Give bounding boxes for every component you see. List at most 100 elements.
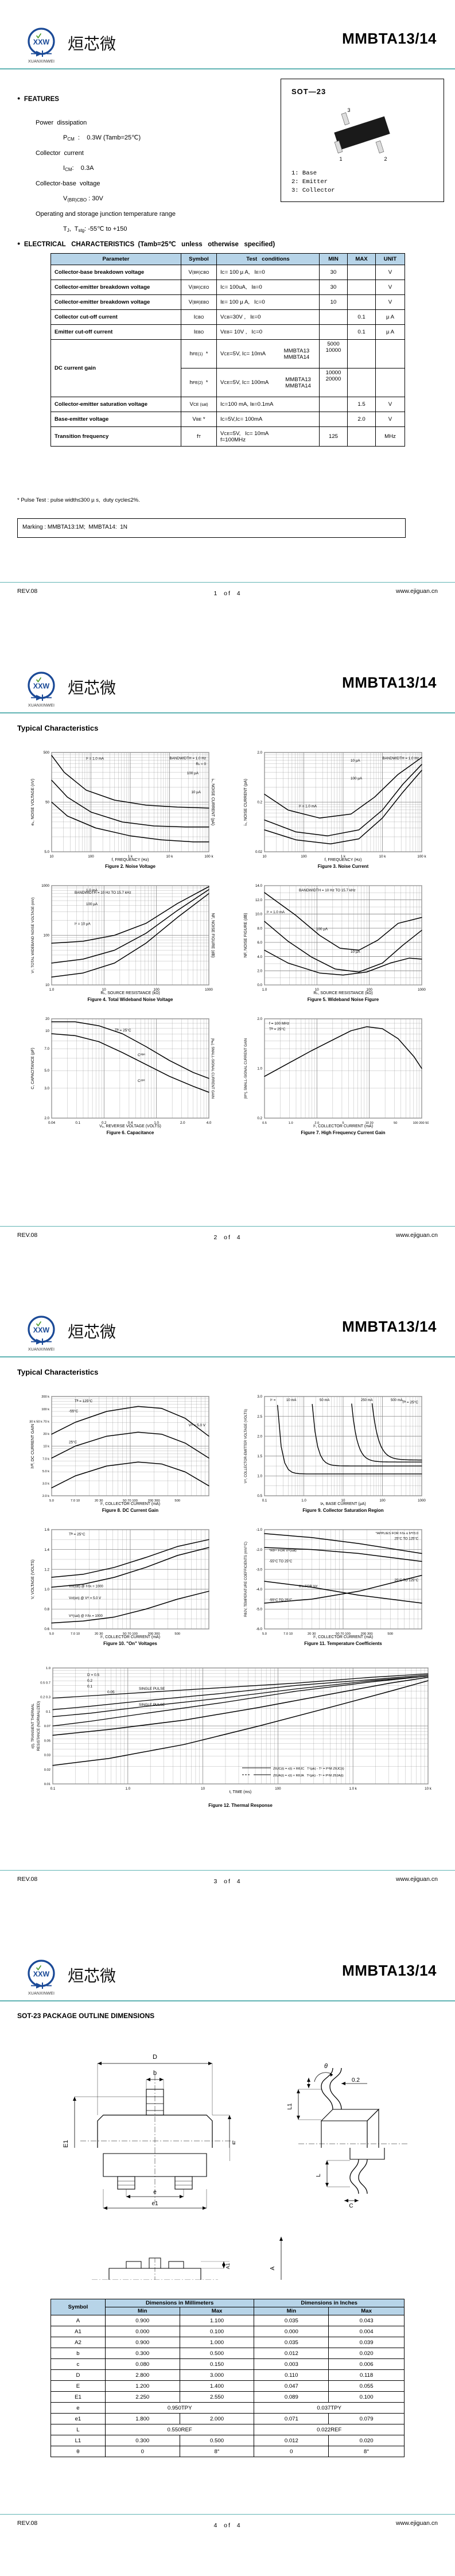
svg-text:10: 10 (45, 1029, 49, 1033)
svg-text:0.2: 0.2 (102, 1121, 107, 1125)
svg-text:0.1: 0.1 (262, 1499, 267, 1503)
svg-text:A: A (270, 2266, 276, 2270)
svg-text:500: 500 (44, 751, 50, 755)
svg-text:5: 5 (342, 1122, 344, 1125)
svg-text:5.0: 5.0 (262, 1632, 267, 1636)
svg-text:7.0 k: 7.0 k (42, 1457, 49, 1461)
svg-text:Tᴯ = 25°C: Tᴯ = 25°C (115, 1028, 131, 1033)
svg-text:t, TIME (ms): t, TIME (ms) (230, 1790, 251, 1794)
svg-text:L1: L1 (287, 2103, 293, 2110)
svg-text:0.6: 0.6 (44, 1627, 49, 1631)
svg-text:Tᴯ = 125°C: Tᴯ = 125°C (75, 1399, 93, 1403)
svg-text:10: 10 (201, 1787, 205, 1791)
svg-text:0.05: 0.05 (107, 1690, 115, 1694)
svg-text:RθJV, TEMPERATURE COEFFICIENTS: RθJV, TEMPERATURE COEFFICIENTS (mV/°C) (244, 1542, 248, 1617)
svg-text:f, FREQUENCY (Hz): f, FREQUENCY (Hz) (112, 858, 149, 862)
svg-text:20 30: 20 30 (308, 1632, 316, 1636)
svg-text:50 mA: 50 mA (320, 1399, 329, 1402)
svg-text:200 k: 200 k (41, 1395, 49, 1399)
svg-text:ZθJA(t) = r(t) × RθJA Tᶜ(pk): ZθJA(t) = r(t) × RθJA Tᶜ(pk) - Tᶜ = PᶜM … (273, 1774, 344, 1778)
svg-text:hᴴᴵ, DC CURRENT GAIN: hᴴᴵ, DC CURRENT GAIN (31, 1424, 35, 1468)
svg-text:200 300: 200 300 (148, 1499, 160, 1503)
svg-text:100: 100 (379, 1499, 386, 1503)
svg-text:6.0: 6.0 (257, 941, 262, 945)
svg-text:Iᶜ =: Iᶜ = (270, 1398, 276, 1402)
svg-text:0.2: 0.2 (257, 801, 262, 805)
svg-text:-55°C TO 25°C: -55°C TO 25°C (269, 1599, 293, 1603)
svg-text:XUANXINWEI: XUANXINWEI (28, 1348, 55, 1352)
svg-text:1000: 1000 (418, 1499, 426, 1503)
svg-text:XUANXINWEI: XUANXINWEI (28, 704, 55, 708)
svg-text:25°C: 25°C (69, 1440, 77, 1444)
svg-text:1.5: 1.5 (257, 1454, 262, 1458)
svg-text:0.04: 0.04 (48, 1121, 56, 1125)
svg-text:0.07: 0.07 (44, 1725, 50, 1728)
svg-text:7.0: 7.0 (44, 1047, 49, 1051)
svg-text:2.5: 2.5 (257, 1415, 262, 1419)
svg-text:1.0: 1.0 (154, 1121, 159, 1125)
svg-text:2: 2 (384, 156, 387, 162)
svg-text:XUANXINWEI: XUANXINWEI (28, 60, 55, 64)
svg-text:1.0: 1.0 (257, 1475, 262, 1479)
svg-text:10 µA: 10 µA (351, 950, 360, 954)
svg-text:C: C (349, 2203, 353, 2209)
svg-text:0.1: 0.1 (75, 1121, 80, 1125)
svg-text:Tᴯ = 25°C: Tᴯ = 25°C (402, 1400, 418, 1405)
svg-text:0.5: 0.5 (257, 1494, 262, 1498)
svg-text:1: 1 (339, 156, 342, 162)
svg-text:Iᶜ, COLLECTOR CURRENT (mA): Iᶜ, COLLECTOR CURRENT (mA) (313, 1635, 373, 1639)
svg-text:eₙ, NOISE VOLTAGE (nV): eₙ, NOISE VOLTAGE (nV) (31, 779, 35, 826)
svg-text:NF, NOISE FIGURE (dB): NF, NOISE FIGURE (dB) (244, 913, 248, 958)
svg-text:Tᴯ = 25°C: Tᴯ = 25°C (269, 1027, 286, 1031)
svg-text:|hₑₑ|, SMALL-SIGNAL CURRENT GA: |hₑₑ|, SMALL-SIGNAL CURRENT GAIN (211, 1038, 214, 1099)
svg-text:Iᴧ, BASE CURRENT (µA): Iᴧ, BASE CURRENT (µA) (320, 1502, 365, 1506)
svg-text:0.5 0.7: 0.5 0.7 (40, 1682, 50, 1685)
svg-text:5.0: 5.0 (44, 850, 49, 854)
svg-text:0.01: 0.01 (44, 1783, 50, 1786)
svg-text:2.0: 2.0 (44, 1116, 49, 1120)
svg-text:Figure 3. Noise Current: Figure 3. Noise Current (318, 864, 369, 869)
svg-text:14.0: 14.0 (255, 884, 263, 888)
svg-text:200 300: 200 300 (361, 1632, 373, 1636)
svg-text:10 µA: 10 µA (351, 759, 360, 763)
svg-text:10.0: 10.0 (255, 913, 263, 917)
svg-text:-6.0: -6.0 (256, 1627, 262, 1631)
svg-text:5.0: 5.0 (44, 1069, 49, 1073)
svg-text:0.5: 0.5 (262, 1122, 267, 1125)
svg-text:烜芯微: 烜芯微 (68, 1967, 116, 1985)
svg-text:2.0: 2.0 (314, 1122, 319, 1125)
svg-text:Rₖ, SOURCE RESISTANCE (kΩ): Rₖ, SOURCE RESISTANCE (kΩ) (313, 991, 372, 995)
svg-text:5.0: 5.0 (49, 1499, 54, 1503)
svg-text:8.0: 8.0 (257, 926, 262, 930)
svg-text:100 200 500: 100 200 500 (413, 1122, 429, 1125)
svg-text:Figure 2. Noise Voltage: Figure 2. Noise Voltage (105, 864, 155, 869)
svg-text:Figure 11. Temperature Coeffic: Figure 11. Temperature Coefficients (304, 1641, 382, 1646)
svg-text:Figure 4. Total Wideband Noise: Figure 4. Total Wideband Noise Voltage (88, 997, 174, 1002)
svg-text:e: e (153, 2189, 157, 2195)
svg-text:XXW: XXW (33, 682, 50, 690)
svg-text:10 k: 10 k (43, 1445, 49, 1449)
svg-text:XXW: XXW (33, 38, 50, 46)
svg-text:Vₑ, REVERSE VOLTAGE (VOLTS): Vₑ, REVERSE VOLTAGE (VOLTS) (99, 1124, 161, 1128)
svg-text:XXW: XXW (33, 1970, 50, 1978)
svg-text:f = 100 MHz: f = 100 MHz (269, 1022, 289, 1026)
svg-text:BANDWIDTH = 1.0 Hz: BANDWIDTH = 1.0 Hz (382, 756, 419, 761)
svg-text:0.0: 0.0 (257, 983, 262, 987)
svg-text:4.0: 4.0 (257, 955, 262, 959)
svg-text:E1: E1 (63, 2140, 69, 2147)
svg-text:100 k: 100 k (204, 855, 213, 859)
svg-text:500: 500 (174, 1499, 180, 1503)
svg-text:θ: θ (324, 2063, 328, 2070)
svg-text:0.4: 0.4 (128, 1121, 133, 1125)
svg-text:A1: A1 (225, 2263, 230, 2269)
svg-text:10 µA: 10 µA (191, 790, 201, 794)
svg-text:0.02: 0.02 (255, 850, 263, 854)
svg-text:1.0: 1.0 (46, 1667, 50, 1670)
svg-text:SINGLE PULSE: SINGLE PULSE (139, 1687, 165, 1691)
svg-text:1.0 k: 1.0 k (349, 1787, 357, 1791)
svg-text:3.0 k: 3.0 k (42, 1483, 49, 1486)
svg-text:0.1: 0.1 (50, 1787, 56, 1791)
svg-text:Vᶜᴵ(sat) @ Iᶜ/Iᴧ = 1000: Vᶜᴵ(sat) @ Iᶜ/Iᴧ = 1000 (69, 1614, 103, 1618)
svg-text:3.0: 3.0 (257, 1395, 262, 1399)
svg-text:2.0 k: 2.0 k (42, 1495, 49, 1498)
